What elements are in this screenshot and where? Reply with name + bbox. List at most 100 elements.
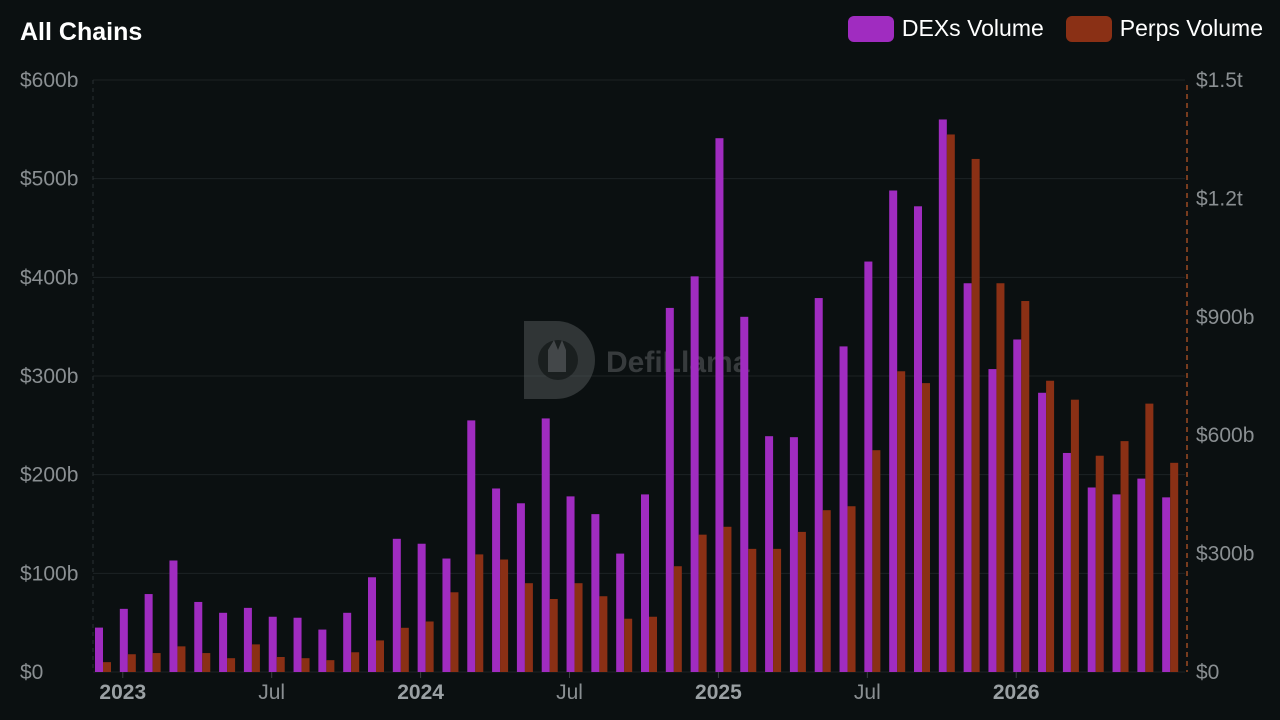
bar-perps[interactable] (1170, 462, 1179, 672)
bar-dex[interactable] (814, 298, 823, 672)
bar-perps[interactable] (400, 627, 409, 672)
bar-perps[interactable] (351, 652, 360, 672)
bar-dex[interactable] (839, 346, 848, 672)
bar-perps[interactable] (376, 640, 384, 672)
bar-dex[interactable] (467, 420, 476, 672)
bar-dex[interactable] (268, 616, 277, 672)
bar-perps[interactable] (946, 134, 955, 673)
bar-dex[interactable] (889, 190, 898, 673)
bar-perps[interactable] (103, 662, 111, 672)
bar-perps[interactable] (996, 283, 1005, 672)
bar-perps[interactable] (177, 646, 186, 672)
bar-perps[interactable] (500, 559, 509, 672)
bar-perps[interactable] (822, 510, 831, 672)
bar-perps[interactable] (897, 371, 906, 672)
bar-dex[interactable] (492, 488, 501, 672)
bar-perps[interactable] (1095, 455, 1104, 672)
bar-dex[interactable] (541, 418, 550, 672)
bar-dex[interactable] (690, 276, 699, 672)
bar-perps[interactable] (326, 660, 335, 672)
bar-dex[interactable] (963, 283, 972, 672)
bar-dex[interactable] (1038, 392, 1047, 672)
bar-dex[interactable] (641, 494, 649, 672)
bar-perps[interactable] (227, 658, 236, 672)
bar-perps[interactable] (524, 583, 533, 672)
bar-dex[interactable] (1062, 452, 1071, 672)
bar-dex[interactable] (591, 514, 600, 672)
bar-dex[interactable] (392, 538, 401, 672)
bar-dex[interactable] (1112, 494, 1121, 672)
bar-perps[interactable] (624, 618, 633, 672)
bar-dex[interactable] (715, 138, 724, 673)
bar-dex[interactable] (368, 577, 376, 672)
bar-dex[interactable] (194, 601, 203, 672)
bar-dex[interactable] (219, 612, 228, 672)
bar-perps[interactable] (127, 654, 136, 672)
y-right-tick-label: $900b (1196, 306, 1254, 329)
bar-dex[interactable] (1162, 497, 1171, 672)
bar-dex[interactable] (442, 558, 451, 672)
bar-dex[interactable] (1013, 339, 1022, 672)
bar-perps[interactable] (425, 621, 434, 672)
bar-perps[interactable] (549, 598, 558, 672)
bar-dex[interactable] (243, 607, 252, 672)
bar-perps[interactable] (301, 658, 310, 672)
bar-dex[interactable] (988, 369, 997, 672)
bar-perps[interactable] (450, 592, 459, 672)
bar-dex[interactable] (343, 612, 352, 672)
bar-dex[interactable] (169, 560, 178, 672)
bar-dex[interactable] (616, 553, 625, 672)
y-left-tick-label: $400b (20, 266, 78, 289)
bar-perps[interactable] (847, 506, 856, 672)
bar-dex[interactable] (740, 316, 749, 672)
bar-dex[interactable] (665, 307, 674, 672)
bar-perps[interactable] (202, 653, 211, 672)
bars-layer (95, 119, 1179, 673)
bar-perps[interactable] (872, 450, 881, 672)
bar-dex[interactable] (516, 503, 525, 672)
bar-dex[interactable] (938, 119, 947, 672)
x-tick-label: Jul (854, 681, 881, 704)
bar-perps[interactable] (599, 596, 608, 672)
bar-dex[interactable] (1137, 478, 1146, 672)
x-tick-label: 2025 (695, 681, 742, 704)
y-right-tick-label: $300b (1196, 543, 1254, 566)
bar-perps[interactable] (1046, 380, 1055, 672)
bar-perps[interactable] (276, 657, 285, 672)
y-right-tick-label: $1.2t (1196, 187, 1243, 210)
bar-dex[interactable] (144, 594, 153, 672)
bar-perps[interactable] (1145, 403, 1154, 672)
y-right-tick-label: $0 (1196, 661, 1219, 684)
bar-perps[interactable] (723, 526, 732, 672)
bar-perps[interactable] (475, 554, 484, 672)
bar-perps[interactable] (574, 583, 583, 672)
bar-perps[interactable] (971, 158, 980, 672)
bar-perps[interactable] (673, 566, 682, 672)
bar-dex[interactable] (765, 436, 774, 672)
bar-perps[interactable] (1120, 441, 1129, 672)
bar-perps[interactable] (922, 383, 930, 672)
bar-dex[interactable] (789, 437, 798, 672)
bar-perps[interactable] (152, 653, 161, 672)
bar-dex[interactable] (1087, 487, 1096, 672)
bar-dex[interactable] (293, 617, 302, 672)
bar-dex[interactable] (864, 261, 873, 672)
bar-perps[interactable] (1021, 301, 1030, 672)
bar-perps[interactable] (698, 534, 707, 672)
bar-dex[interactable] (318, 629, 327, 672)
legend-label-dex: DEXs Volume (901, 15, 1044, 41)
bar-dex[interactable] (566, 496, 575, 672)
bar-dex[interactable] (417, 543, 426, 672)
bar-dex[interactable] (914, 206, 922, 672)
bar-dex[interactable] (95, 627, 103, 672)
bar-perps[interactable] (1070, 399, 1079, 672)
bar-perps[interactable] (773, 548, 782, 672)
bar-perps[interactable] (649, 616, 657, 672)
bar-perps[interactable] (797, 531, 806, 672)
bar-dex[interactable] (119, 608, 128, 672)
bar-perps[interactable] (748, 548, 757, 672)
legend-item-perps[interactable]: Perps Volume (1065, 15, 1263, 42)
bar-perps[interactable] (251, 644, 260, 672)
legend-item-dex[interactable]: DEXs Volume (847, 15, 1044, 42)
